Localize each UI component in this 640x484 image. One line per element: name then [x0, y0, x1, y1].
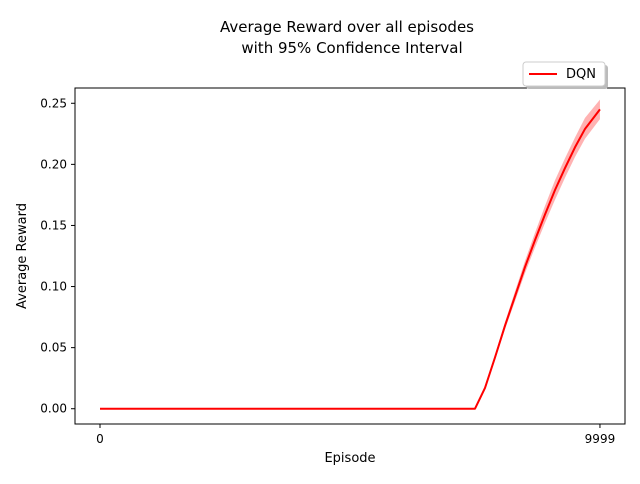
plot-area-frame [74, 87, 626, 425]
y-tick-label: 0.05 [40, 341, 67, 355]
y-tick-label: 0.10 [40, 280, 67, 294]
ci-band-series-0 [100, 99, 600, 409]
y-tick-label: 0.00 [40, 402, 67, 416]
chart-title-line-2: with 95% Confidence Interval [241, 39, 462, 57]
series-line-0 [100, 108, 601, 410]
x-axis: 0 9999 [96, 424, 615, 446]
series-line-layer [100, 108, 601, 410]
legend-label-dqn: DQN [566, 67, 596, 82]
x-tick-label: 0 [96, 432, 104, 446]
y-axis: 0.00 0.05 0.10 0.15 0.20 0.25 [40, 96, 75, 416]
x-axis-label: Episode [324, 451, 375, 466]
chart-title-line-1: Average Reward over all episodes [220, 18, 474, 36]
ci-band-layer [100, 99, 600, 409]
legend-box [522, 61, 606, 87]
y-tick-label: 0.25 [40, 96, 67, 110]
y-tick-label: 0.20 [40, 157, 67, 171]
legend: DQN [522, 61, 608, 89]
y-axis-label: Average Reward [15, 203, 30, 309]
y-tick-label: 0.15 [40, 218, 67, 232]
x-tick-label: 9999 [585, 432, 616, 446]
